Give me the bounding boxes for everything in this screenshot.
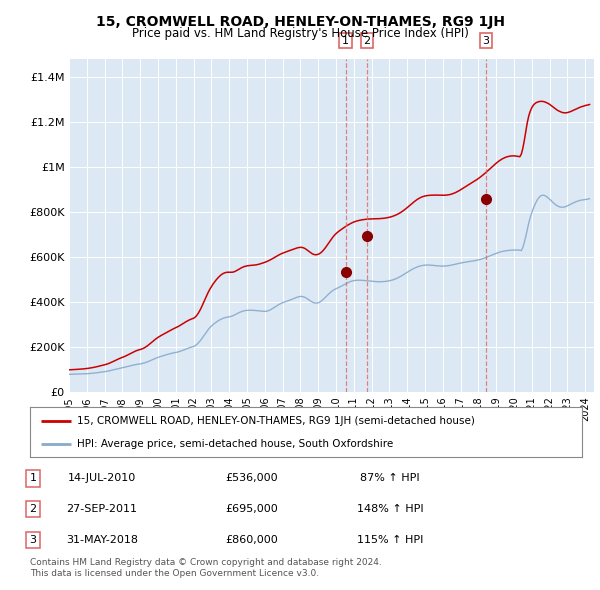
Text: 87% ↑ HPI: 87% ↑ HPI: [360, 474, 420, 483]
Text: 2: 2: [364, 35, 371, 45]
Text: 115% ↑ HPI: 115% ↑ HPI: [357, 535, 423, 545]
Text: 2: 2: [29, 504, 37, 514]
Text: 1: 1: [342, 35, 349, 45]
Text: Contains HM Land Registry data © Crown copyright and database right 2024.
This d: Contains HM Land Registry data © Crown c…: [30, 558, 382, 578]
Text: 27-SEP-2011: 27-SEP-2011: [67, 504, 137, 514]
Text: Price paid vs. HM Land Registry's House Price Index (HPI): Price paid vs. HM Land Registry's House …: [131, 27, 469, 40]
Text: 15, CROMWELL ROAD, HENLEY-ON-THAMES, RG9 1JH: 15, CROMWELL ROAD, HENLEY-ON-THAMES, RG9…: [95, 15, 505, 29]
Text: 3: 3: [482, 35, 489, 45]
Text: £860,000: £860,000: [226, 535, 278, 545]
Text: 1: 1: [29, 474, 37, 483]
Text: 14-JUL-2010: 14-JUL-2010: [68, 474, 136, 483]
Text: £536,000: £536,000: [226, 474, 278, 483]
Text: 31-MAY-2018: 31-MAY-2018: [66, 535, 138, 545]
Text: HPI: Average price, semi-detached house, South Oxfordshire: HPI: Average price, semi-detached house,…: [77, 439, 393, 449]
Text: £695,000: £695,000: [226, 504, 278, 514]
Text: 15, CROMWELL ROAD, HENLEY-ON-THAMES, RG9 1JH (semi-detached house): 15, CROMWELL ROAD, HENLEY-ON-THAMES, RG9…: [77, 415, 475, 425]
Text: 3: 3: [29, 535, 37, 545]
Text: 148% ↑ HPI: 148% ↑ HPI: [356, 504, 424, 514]
